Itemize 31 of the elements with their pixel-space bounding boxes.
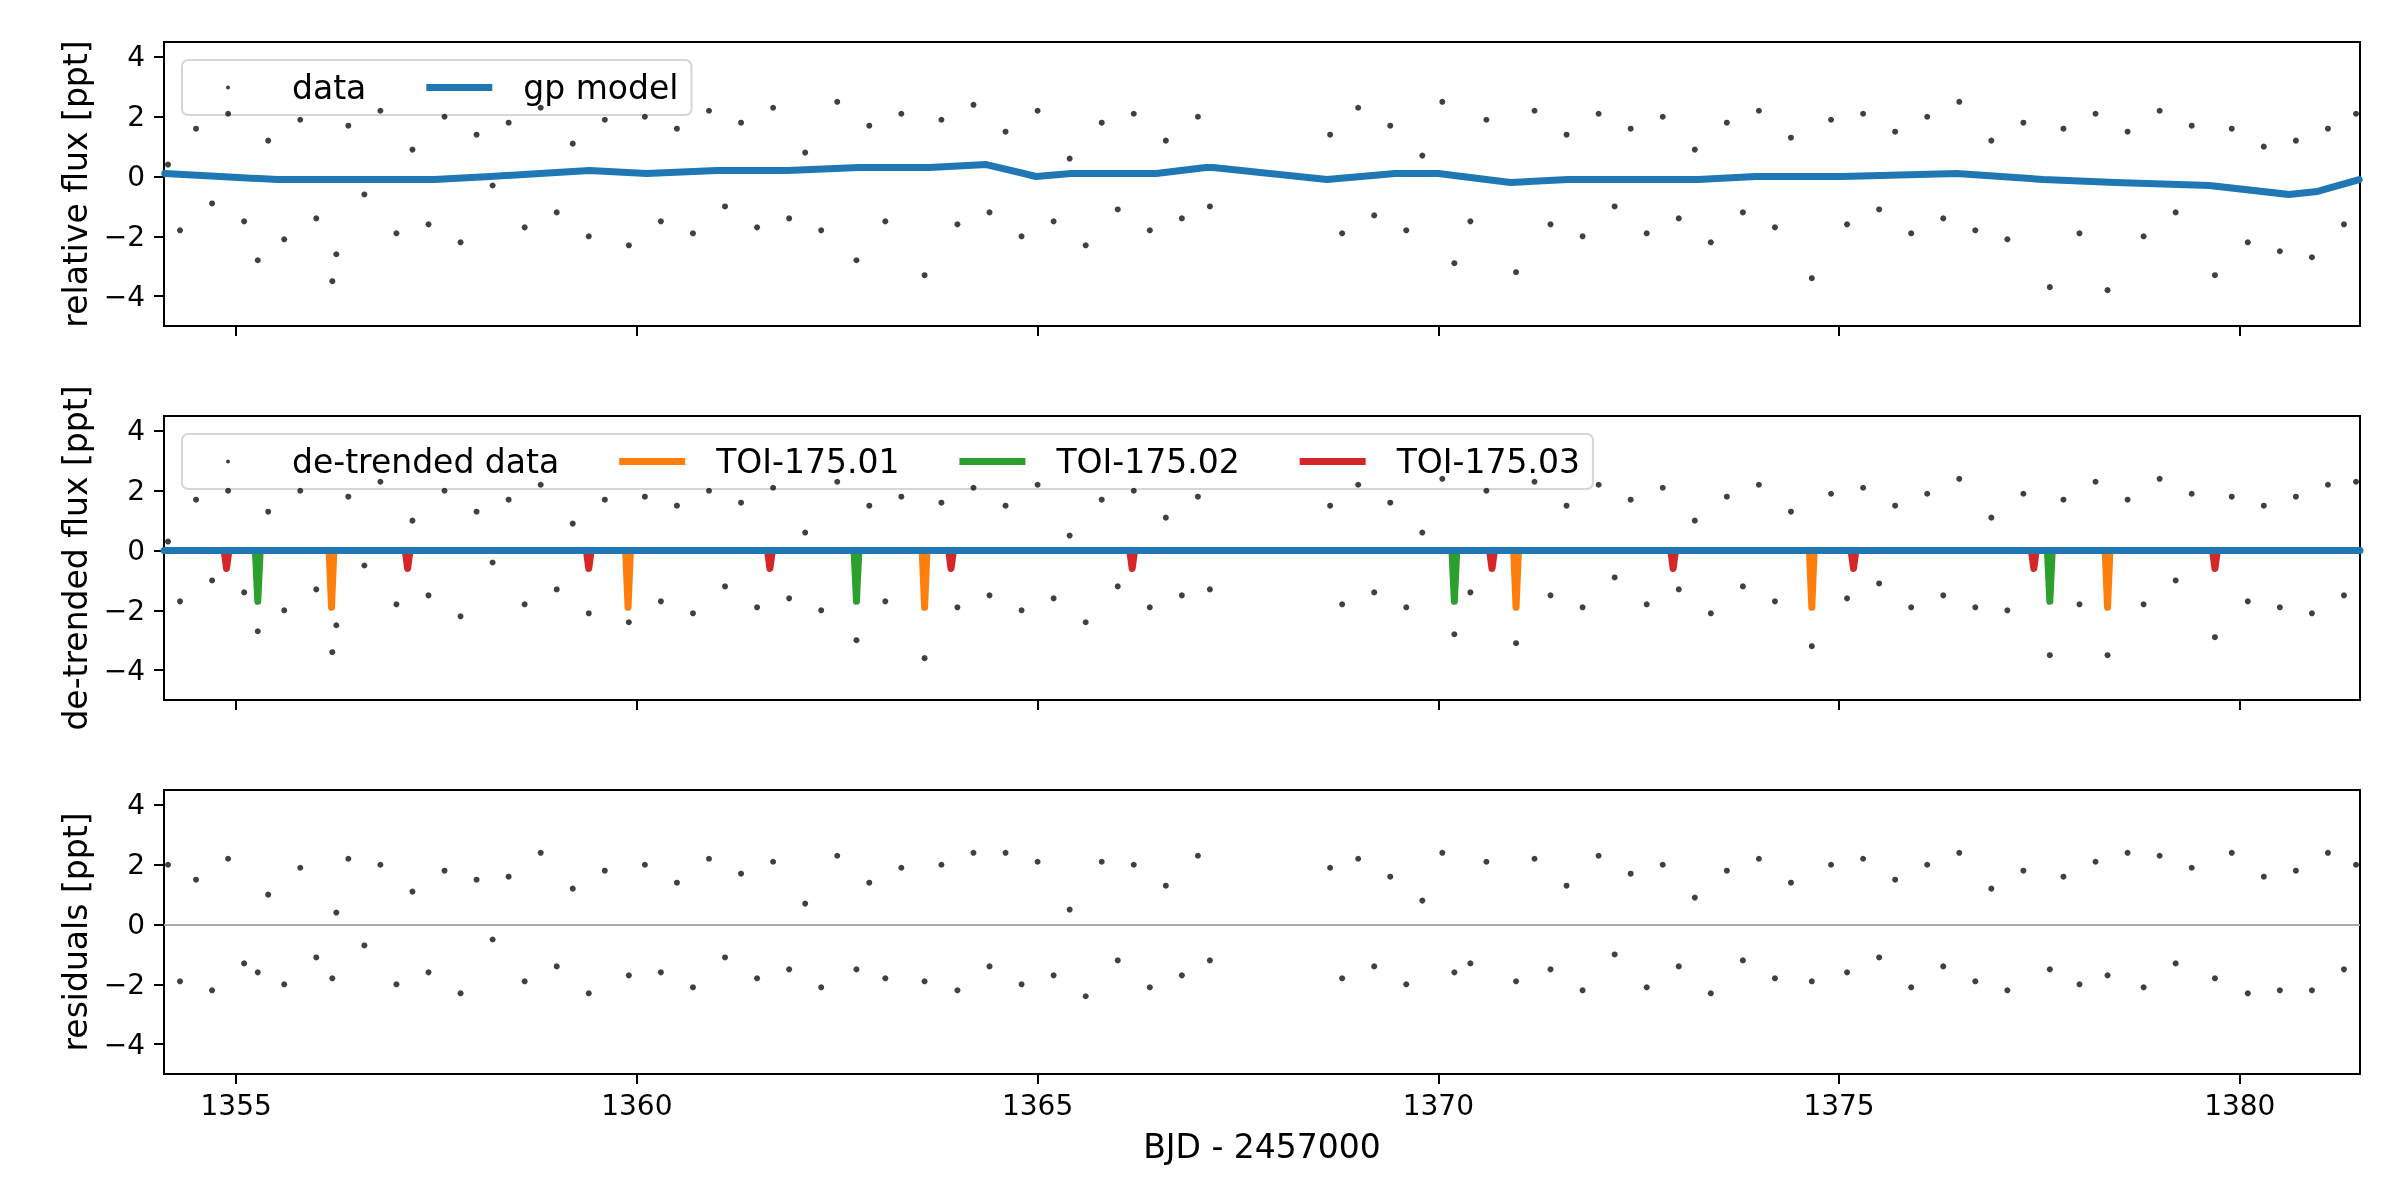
y-tick-label: −2 <box>103 593 145 627</box>
x-axis-title: BJD - 2457000 <box>1143 1127 1381 1166</box>
y-tick-label: 2 <box>127 474 145 508</box>
y-tick-label: −4 <box>103 1027 145 1061</box>
legend-label: TOI-175.02 <box>1055 442 1240 481</box>
y-tick-label: −4 <box>103 279 145 313</box>
y-tick-label: 0 <box>127 908 145 942</box>
x-tick-label: 1370 <box>1402 1088 1474 1122</box>
y-tick-label: 2 <box>127 100 145 134</box>
y-tick-label: 2 <box>127 848 145 882</box>
x-tick-label: 1380 <box>2204 1088 2276 1122</box>
y-axis-title: residuals [ppt] <box>56 812 95 1052</box>
y-tick-label: 4 <box>127 414 145 448</box>
x-tick-label: 1355 <box>200 1088 272 1122</box>
x-tick-label: 1375 <box>1803 1088 1875 1122</box>
y-axis-title: relative flux [ppt] <box>56 40 95 328</box>
y-tick-label: −4 <box>103 653 145 687</box>
x-tick-label: 1360 <box>601 1088 673 1122</box>
legend-label: data <box>292 68 367 107</box>
y-tick-label: 4 <box>127 40 145 74</box>
y-tick-label: 4 <box>127 788 145 822</box>
y-tick-label: −2 <box>103 967 145 1001</box>
legend-label: de-trended data <box>292 442 560 481</box>
legend-label: TOI-175.03 <box>1395 442 1580 481</box>
legend-label: TOI-175.01 <box>715 442 900 481</box>
y-tick-label: 0 <box>127 534 145 568</box>
y-tick-label: −2 <box>103 219 145 253</box>
legend-label: gp model <box>523 68 679 107</box>
y-tick-label: 0 <box>127 160 145 194</box>
y-axis-title: de-trended flux [ppt] <box>56 385 95 731</box>
x-tick-label: 1365 <box>1001 1088 1074 1122</box>
